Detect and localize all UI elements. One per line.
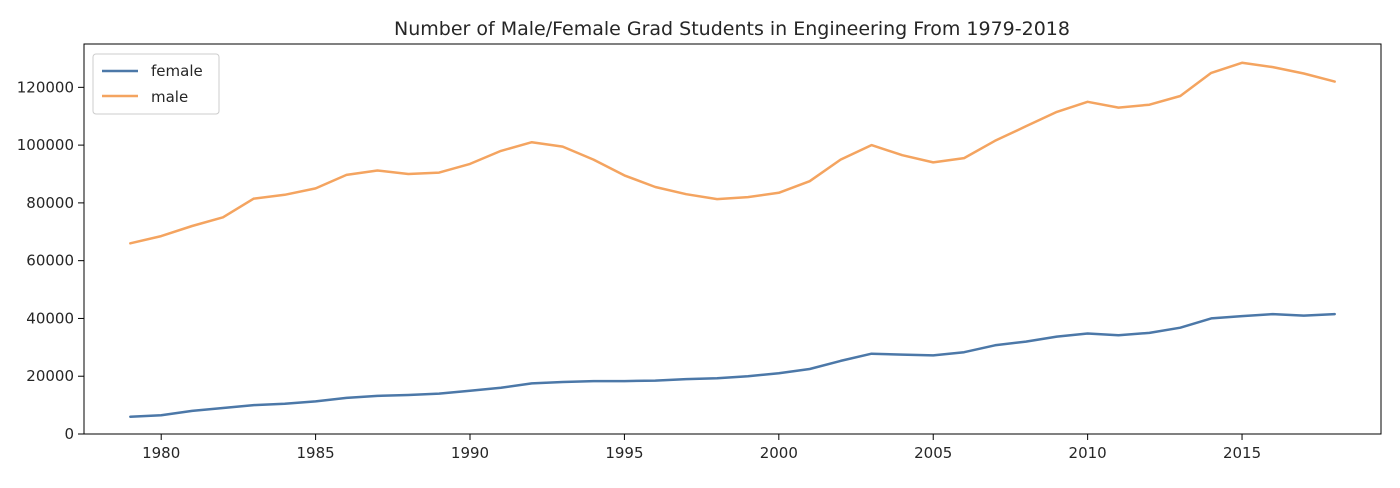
y-tick-label-0: 0 <box>64 425 74 443</box>
y-tick-label-20000: 20000 <box>26 367 74 385</box>
x-tick-label-2015: 2015 <box>1223 444 1261 462</box>
y-tick-label-60000: 60000 <box>26 252 74 270</box>
series-line-male <box>129 61 1336 245</box>
x-tick-label-1980: 1980 <box>142 444 180 462</box>
y-tick-label-40000: 40000 <box>26 309 74 327</box>
legend-label-male: male <box>151 88 188 106</box>
x-tick-label-2000: 2000 <box>760 444 798 462</box>
x-tick-label-1995: 1995 <box>605 444 643 462</box>
chart-title: Number of Male/Female Grad Students in E… <box>394 18 1070 40</box>
y-tick-label-120000: 120000 <box>17 78 74 96</box>
plot-frame <box>83 43 1382 435</box>
y-tick-label-100000: 100000 <box>17 136 74 154</box>
x-tick-label-2010: 2010 <box>1069 444 1107 462</box>
series-line-female <box>129 312 1336 418</box>
x-tick-label-1985: 1985 <box>297 444 335 462</box>
legend: female male <box>92 53 220 115</box>
x-tick-label-1990: 1990 <box>451 444 489 462</box>
y-axis: 0 20000 40000 60000 80000 100000 120000 <box>17 78 84 443</box>
plot-lines <box>129 61 1336 418</box>
legend-label-female: female <box>151 62 203 80</box>
x-tick-label-2005: 2005 <box>914 444 952 462</box>
y-tick-label-80000: 80000 <box>26 194 74 212</box>
legend-box <box>92 53 220 115</box>
x-axis: 1980 1985 1990 1995 2000 2005 2010 2015 <box>142 434 1261 462</box>
